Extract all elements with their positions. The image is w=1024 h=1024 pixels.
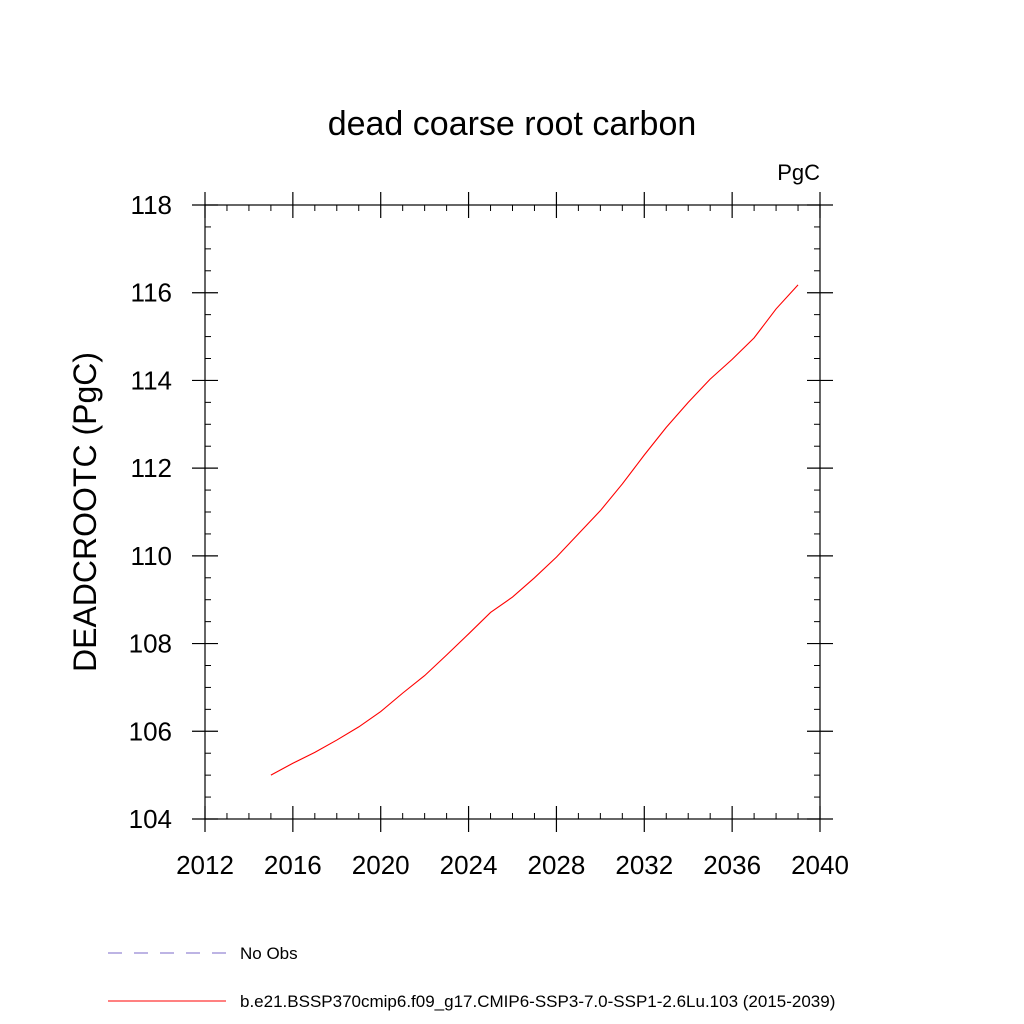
x-tick-label: 2016 bbox=[264, 850, 322, 880]
y-tick-label: 108 bbox=[129, 629, 172, 659]
x-tick-label: 2024 bbox=[440, 850, 498, 880]
units-label: PgC bbox=[777, 160, 820, 185]
y-tick-label: 110 bbox=[131, 541, 172, 571]
chart-title: dead coarse root carbon bbox=[328, 105, 697, 143]
series-line-0 bbox=[270, 284, 799, 776]
x-tick-label: 2032 bbox=[615, 850, 673, 880]
y-tick-label: 104 bbox=[129, 804, 172, 834]
y-tick-label: 114 bbox=[131, 365, 172, 395]
y-tick-label: 106 bbox=[129, 716, 172, 746]
axis-ticks: 2012 2016 2020 2024 2028 2032 2036 2040 104 106 10… bbox=[129, 190, 849, 880]
y-tick-label: 118 bbox=[131, 190, 172, 220]
y-tick-label: 112 bbox=[131, 453, 172, 483]
plot-frame bbox=[204, 204, 821, 820]
x-tick-label: 2036 bbox=[703, 850, 761, 880]
series-layer bbox=[270, 284, 799, 776]
x-tick-label: 2028 bbox=[528, 850, 586, 880]
legend-label-no-obs: No Obs bbox=[240, 944, 298, 963]
x-tick-label: 2012 bbox=[176, 850, 234, 880]
legend: No Obs b.e21.BSSP370cmip6.f09_g17.CMIP6-… bbox=[108, 944, 835, 1011]
y-axis-label: DEADCROOTC (PgC) bbox=[67, 352, 103, 672]
x-tick-label: 2020 bbox=[352, 850, 410, 880]
x-tick-label: 2040 bbox=[791, 850, 849, 880]
y-tick-label: 116 bbox=[131, 278, 172, 308]
legend-label-model-run: b.e21.BSSP370cmip6.f09_g17.CMIP6-SSP3-7.… bbox=[240, 992, 835, 1011]
